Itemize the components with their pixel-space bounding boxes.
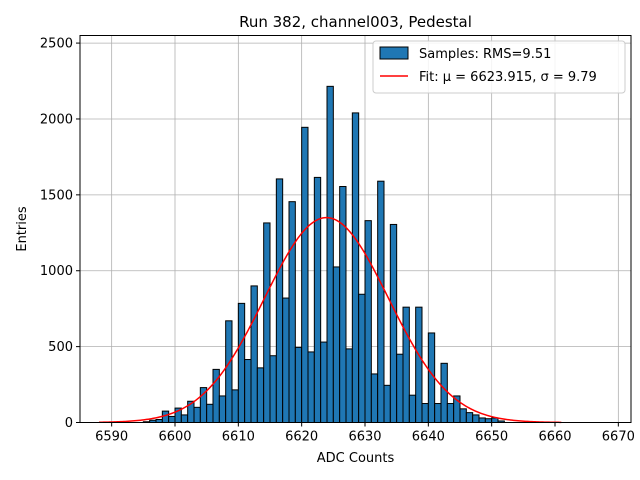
chart-title: Run 382, channel003, Pedestal xyxy=(239,13,472,31)
histogram-bar xyxy=(332,266,341,423)
x-tick-label: 6600 xyxy=(158,430,191,445)
y-axis-ticks: 0 500 1000 1500 2000 2500 xyxy=(40,37,80,431)
y-tick-label: 500 xyxy=(48,340,73,355)
histogram-bar xyxy=(282,297,290,424)
histogram-bar xyxy=(180,414,189,424)
histogram-bar xyxy=(231,389,239,423)
histogram-bar xyxy=(250,285,258,424)
histogram-bar xyxy=(168,415,176,424)
x-tick-label: 6610 xyxy=(222,430,255,445)
histogram-bar xyxy=(434,403,442,424)
histogram-bar xyxy=(396,353,404,423)
histogram-bar xyxy=(288,201,296,423)
x-tick-label: 6640 xyxy=(412,430,445,445)
histogram-bar xyxy=(370,373,379,424)
x-axis-ticks: 6590 6600 6610 6620 6630 6640 6650 6660 6670 xyxy=(95,422,635,445)
y-tick-label: 2000 xyxy=(40,112,73,127)
histogram-bar xyxy=(263,222,271,423)
histogram-bar xyxy=(358,293,366,423)
histogram-bar xyxy=(307,351,315,423)
x-tick-label: 6670 xyxy=(602,430,635,445)
y-tick-label: 2500 xyxy=(40,37,73,52)
histogram-bar xyxy=(339,186,347,423)
histogram-bar xyxy=(301,126,309,423)
histogram-bar xyxy=(364,220,372,423)
histogram-bar xyxy=(218,395,227,423)
legend-fit-label: Fit: μ = 6623.915, σ = 9.79 xyxy=(419,70,597,85)
y-tick-label: 1000 xyxy=(40,264,73,279)
histogram-bar xyxy=(402,306,410,423)
histogram-bar xyxy=(383,384,391,424)
histogram-bar xyxy=(269,355,277,424)
fit-curve xyxy=(98,216,562,424)
legend: Samples: RMS=9.51 Fit: μ = 6623.915, σ =… xyxy=(372,40,626,94)
x-axis-label: ADC Counts xyxy=(317,451,395,466)
x-tick-label: 6590 xyxy=(95,430,128,445)
histogram-bar xyxy=(275,178,284,423)
histogram-bar xyxy=(389,223,398,423)
histogram-bar xyxy=(459,408,467,424)
x-tick-label: 6650 xyxy=(475,430,508,445)
axes-frame xyxy=(79,35,632,423)
histogram-bar xyxy=(256,367,265,424)
histogram-bar xyxy=(446,403,455,424)
histogram-bar xyxy=(408,394,417,423)
y-tick-label: 0 xyxy=(65,416,73,431)
histogram-bar xyxy=(440,362,448,424)
histogram-bar xyxy=(193,406,201,423)
legend-frame xyxy=(372,40,626,94)
histogram-bar xyxy=(320,341,328,423)
histogram-bar xyxy=(465,412,474,423)
histogram-bar xyxy=(377,180,385,423)
histogram-bar xyxy=(294,346,303,423)
histogram-bar xyxy=(472,414,480,424)
histogram-bar xyxy=(326,85,334,423)
histogram-bar xyxy=(491,417,499,423)
legend-samples-swatch xyxy=(379,46,409,60)
histogram-bar xyxy=(351,112,360,424)
y-axis-label: Entries xyxy=(15,206,30,252)
x-tick-label: 6630 xyxy=(348,430,381,445)
histogram-bar xyxy=(225,320,233,424)
x-tick-label: 6620 xyxy=(285,430,318,445)
histogram-bar xyxy=(484,418,493,423)
histogram-bar xyxy=(478,417,486,423)
legend-samples-label: Samples: RMS=9.51 xyxy=(419,47,551,62)
histogram-bar xyxy=(415,306,423,423)
histogram-bar xyxy=(313,176,322,423)
histogram-bars xyxy=(142,85,505,424)
x-tick-label: 6660 xyxy=(538,430,571,445)
histogram-bar xyxy=(244,359,252,423)
histogram-bar xyxy=(421,403,429,424)
histogram-bar xyxy=(345,348,353,423)
histogram-bar xyxy=(206,403,214,424)
histogram-bar xyxy=(237,302,246,424)
y-tick-label: 1500 xyxy=(40,188,73,203)
